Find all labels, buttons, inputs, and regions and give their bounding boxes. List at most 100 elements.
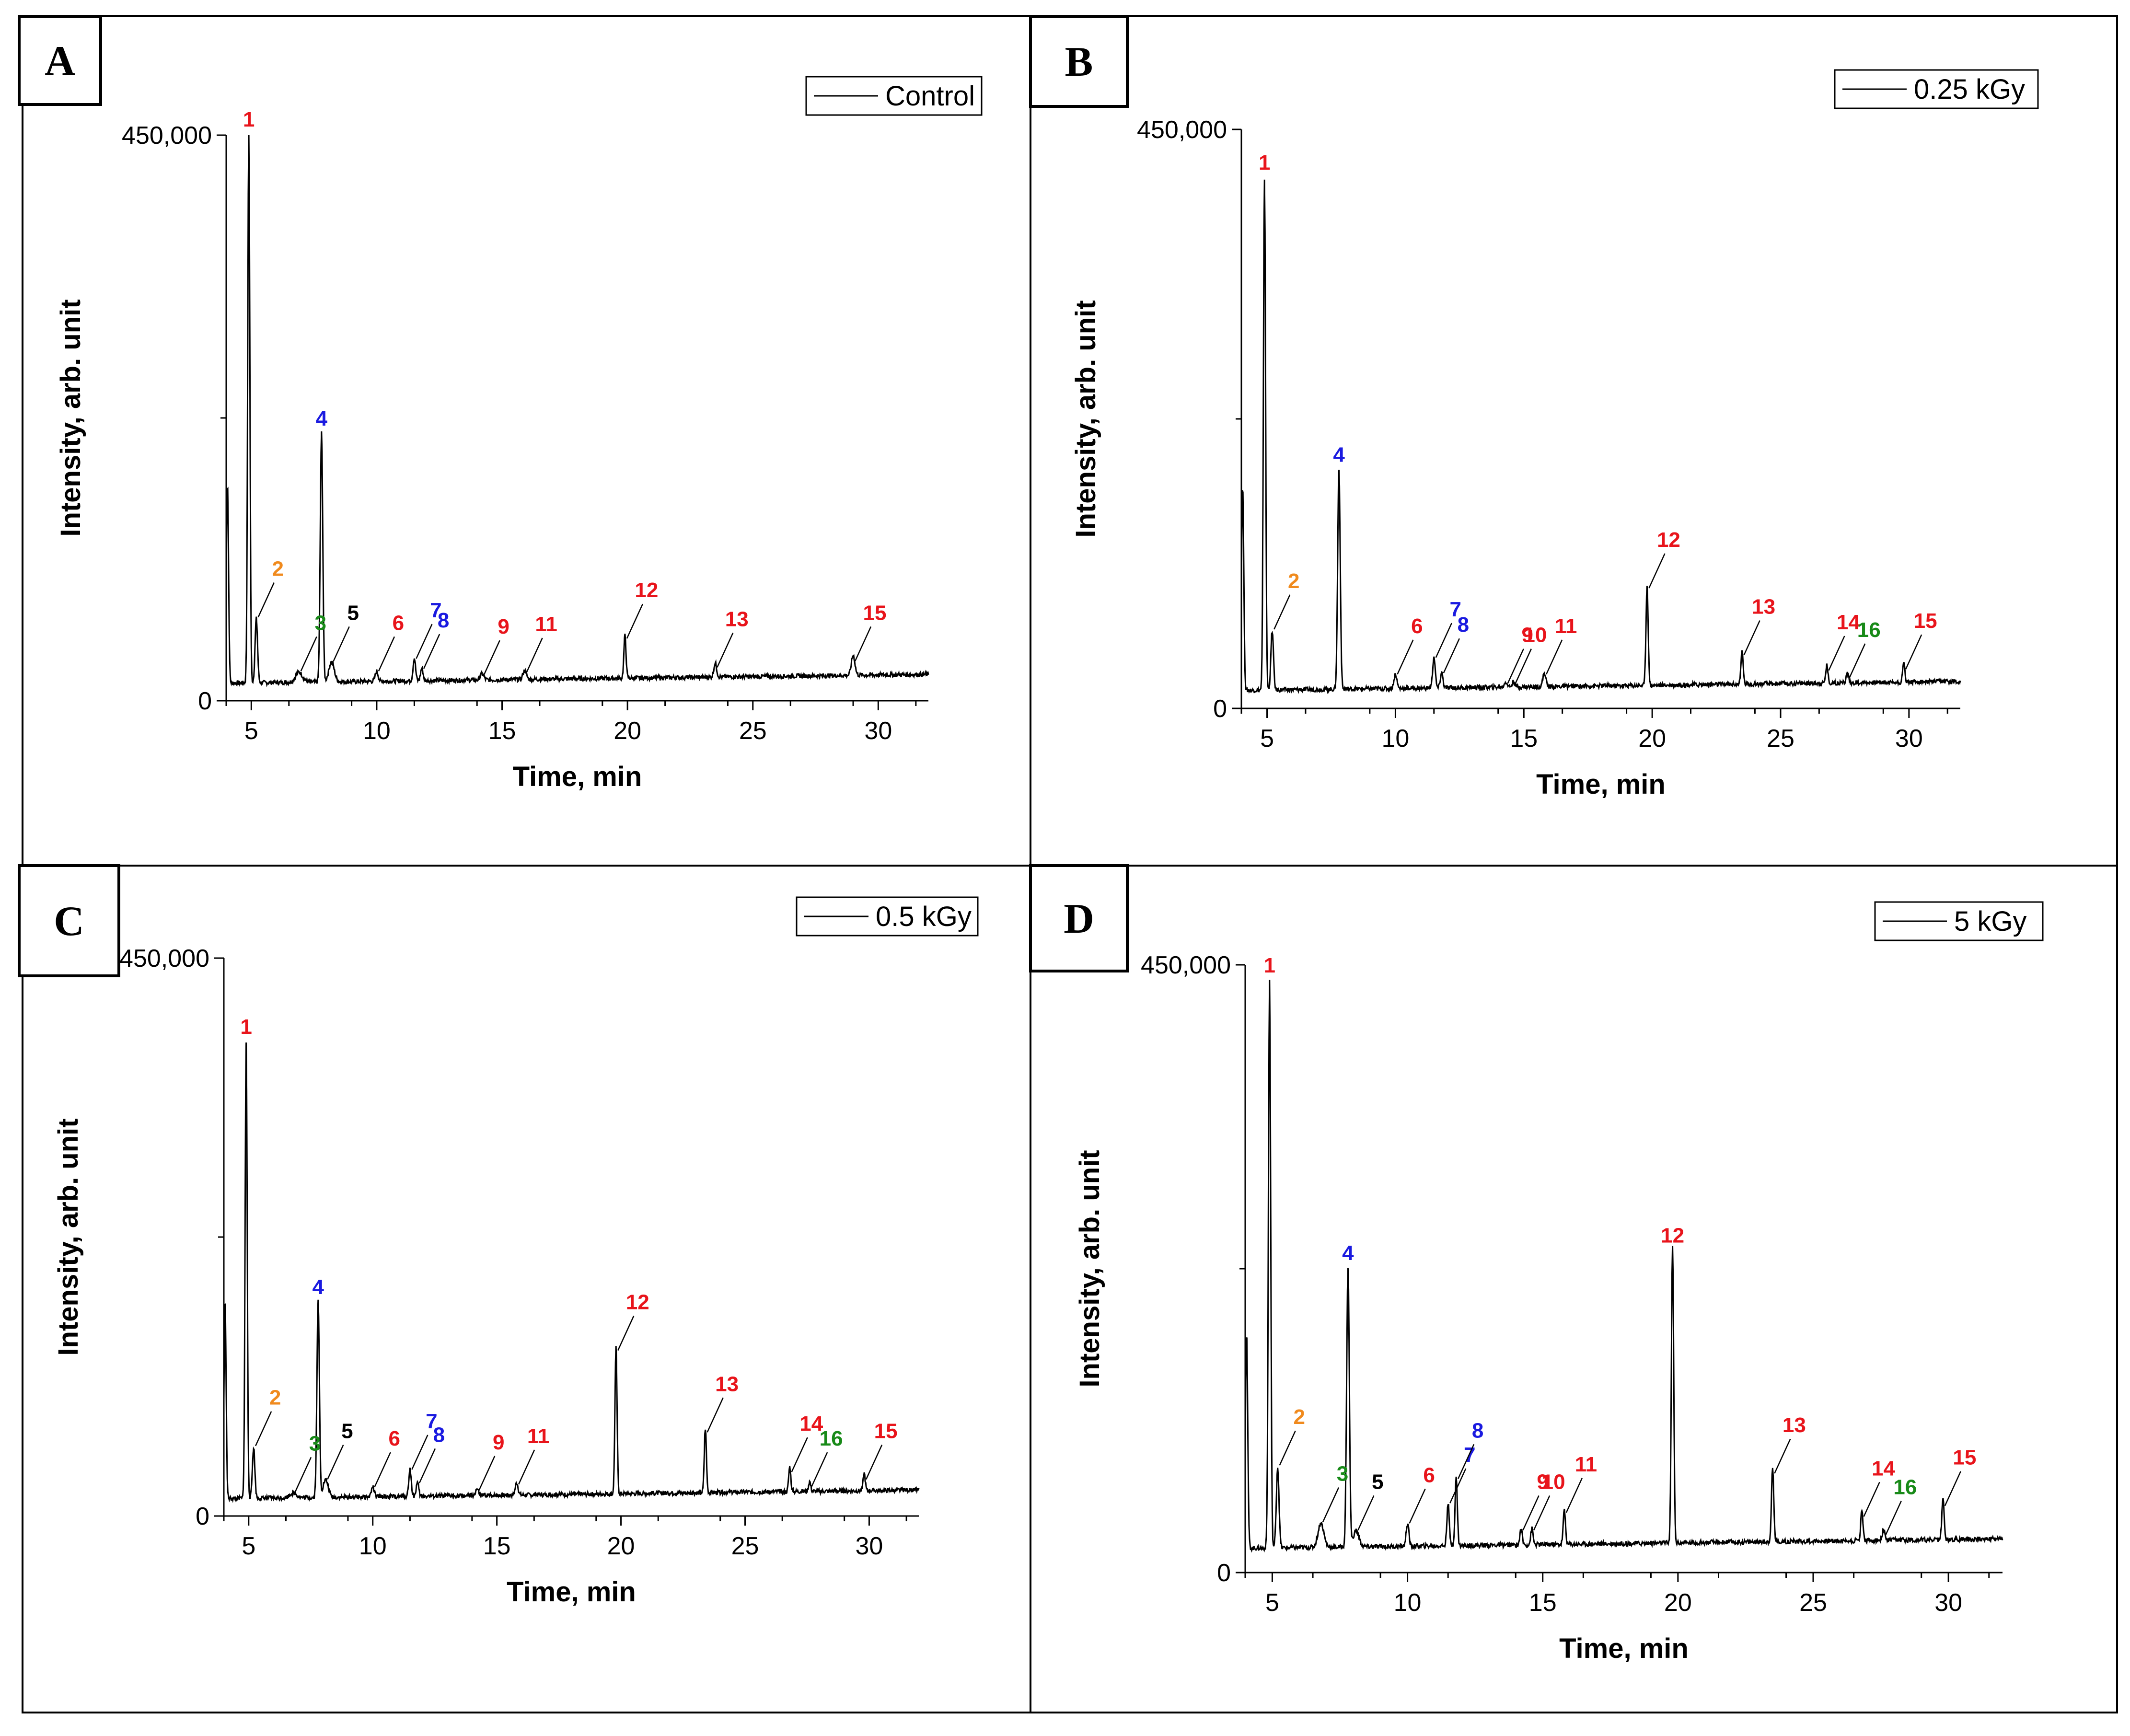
peak-label: 11 (535, 613, 557, 636)
peak-leader-line (1449, 1468, 1467, 1504)
peak-marker-9: 9 (1507, 624, 1533, 684)
peak-label: 15 (863, 601, 887, 625)
x-tick-label: 15 (1529, 1589, 1557, 1617)
peak-leader-line (255, 1411, 272, 1447)
y-tick-label: 0 (198, 687, 212, 715)
y-tick-label: 450,000 (119, 945, 209, 972)
panel-b: B 5 10 15 20 25 30 0 450,000 Time, min Intensity, … (1029, 15, 2039, 800)
peak-leader-line (717, 632, 734, 668)
peak-leader-line (1944, 1471, 1961, 1506)
y-tick-label: 0 (1213, 695, 1227, 723)
peak-leader-line (1273, 594, 1291, 630)
peak-marker-8: 8 (418, 1423, 445, 1483)
peak-marker-14: 14 (791, 1412, 823, 1472)
peak-label: 16 (820, 1427, 843, 1450)
peak-label: 14 (1837, 611, 1860, 634)
peak-leader-line (1565, 1478, 1583, 1513)
peak-leader-line (478, 1456, 496, 1491)
y-tick-label: 450,000 (1137, 116, 1227, 144)
peak-leader-line (327, 1445, 344, 1480)
peak-label: 10 (1523, 624, 1547, 647)
peak-label: 7 (430, 599, 441, 622)
peak-marker-14: 14 (1863, 1457, 1896, 1517)
peak-leader-line (526, 637, 543, 673)
panel-letter: C (54, 898, 84, 945)
peak-leader-line (1397, 639, 1414, 675)
x-tick-label: 15 (483, 1532, 511, 1560)
peak-leader-line (1743, 620, 1760, 656)
x-tick-label: 20 (1638, 725, 1666, 752)
peak-marker-5: 5 (327, 1420, 353, 1480)
x-tick-label: 5 (1260, 725, 1274, 752)
peak-leader-line (811, 1452, 828, 1487)
peak-leader-line (423, 634, 440, 669)
peak-leader-line (418, 1448, 436, 1483)
peak-marker-5: 5 (1357, 1470, 1384, 1530)
panel-letter: D (1064, 896, 1094, 942)
peak-label: 8 (1458, 613, 1469, 637)
panel-letter: B (1065, 39, 1093, 85)
x-tick-label: 5 (244, 717, 258, 745)
peak-label: 13 (715, 1372, 739, 1396)
x-tick-label: 10 (1382, 725, 1410, 752)
peak-marker-6: 6 (378, 611, 404, 671)
x-tick-label: 25 (1799, 1589, 1827, 1617)
chromatogram-trace (1240, 179, 1961, 694)
peak-label: 9 (493, 1431, 504, 1454)
peak-marker-2: 2 (1273, 569, 1300, 630)
peak-marker-13: 13 (717, 607, 749, 668)
peak-label: 12 (1661, 1224, 1684, 1247)
y-axis-title: Intensity, arb. unit (55, 299, 86, 536)
x-tick-label: 25 (731, 1532, 759, 1560)
peak-leader-line (416, 624, 433, 659)
x-tick-label: 15 (488, 717, 516, 745)
peak-leader-line (483, 640, 500, 675)
peak-leader-line (1443, 638, 1460, 673)
peak-label: 7 (426, 1410, 437, 1433)
peak-leader-line (1849, 643, 1866, 679)
y-tick-label: 450,000 (122, 122, 212, 150)
x-tick-label: 20 (1664, 1589, 1692, 1617)
peak-label: 3 (314, 611, 326, 635)
peak-marker-12: 12 (626, 579, 658, 639)
chromatogram-trace (223, 1042, 920, 1503)
peak-leader-line (1885, 1501, 1902, 1536)
peak-label: 11 (1575, 1453, 1598, 1476)
legend-entry: 0.5 kGy (876, 901, 972, 932)
panel-letter-box (18, 15, 102, 106)
peak-marker-14: 14 (1828, 611, 1860, 671)
peak-marker-11: 11 (526, 613, 557, 673)
peak-label: 3 (1337, 1462, 1348, 1486)
peak-marker-2: 2 (1279, 1405, 1305, 1466)
peak-label: 9 (1522, 624, 1533, 647)
peak-marker-4: 4 (313, 1275, 324, 1299)
peak-marker-4: 4 (1333, 443, 1345, 466)
legend-entry: 5 kGy (1954, 906, 2027, 937)
peak-label: 2 (1293, 1405, 1305, 1429)
peak-label: 8 (438, 609, 449, 632)
peak-label: 13 (1752, 595, 1775, 619)
peak-leader-line (1507, 648, 1524, 684)
peak-marker-12: 12 (1648, 528, 1680, 589)
peak-label: 2 (272, 557, 284, 581)
y-axis-title: Intensity, arb. unit (53, 1118, 84, 1355)
peak-label: 12 (635, 579, 658, 602)
x-tick-label: 30 (864, 717, 892, 745)
peak-marker-12: 12 (617, 1291, 649, 1351)
x-tick-label: 20 (607, 1532, 635, 1560)
peak-marker-6: 6 (1397, 614, 1423, 675)
peak-label: 16 (1893, 1476, 1917, 1499)
peak-leader-line (865, 1445, 883, 1480)
peak-leader-line (1522, 1495, 1540, 1530)
peak-leader-line (1357, 1495, 1375, 1530)
peak-label: 5 (347, 601, 359, 625)
x-tick-label: 25 (1767, 725, 1794, 752)
peak-marker-16: 16 (811, 1427, 843, 1487)
x-tick-label: 30 (1934, 1589, 1962, 1617)
peak-marker-2: 2 (257, 557, 284, 618)
peak-marker-15: 15 (854, 601, 887, 661)
peak-leader-line (1533, 1495, 1551, 1530)
chromatogram-trace (1244, 980, 2003, 1553)
peak-label: 6 (393, 611, 404, 635)
